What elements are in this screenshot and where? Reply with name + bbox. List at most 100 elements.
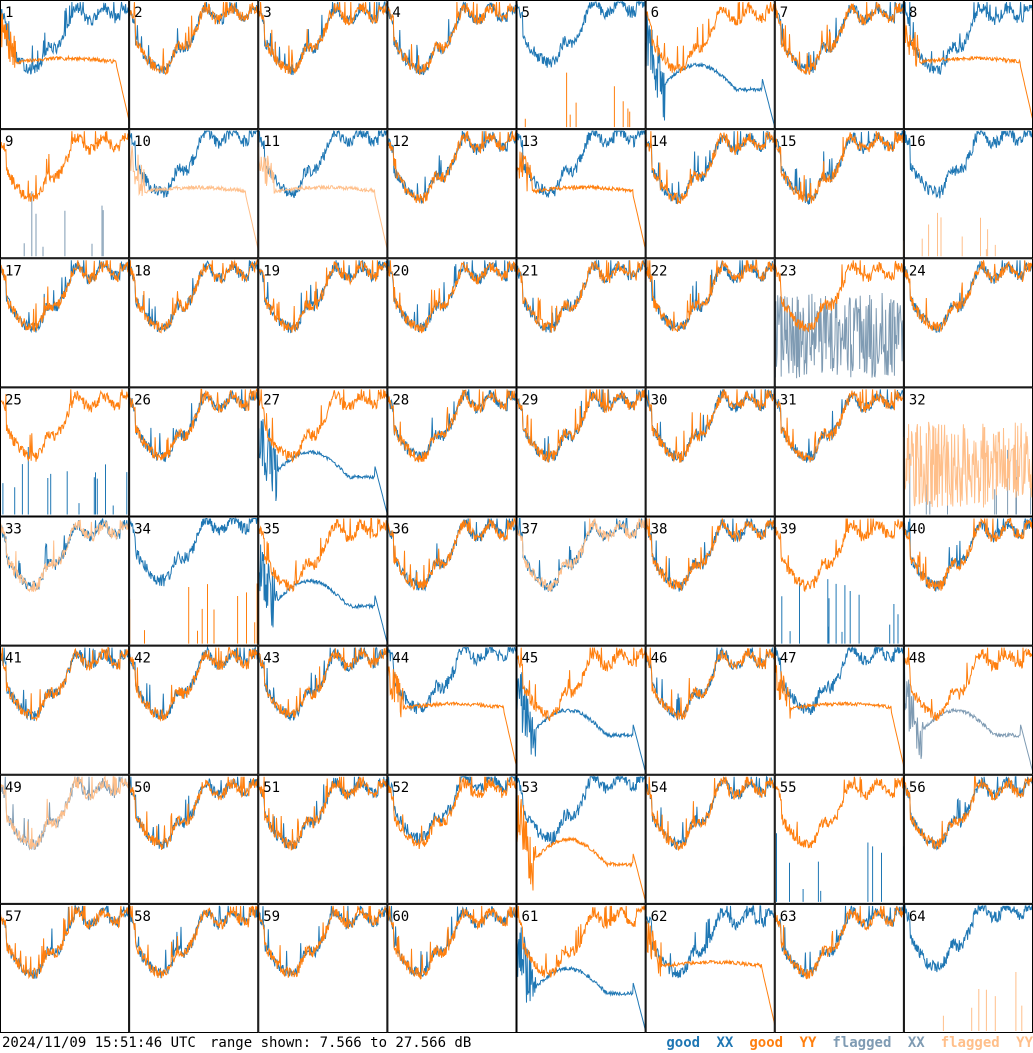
panel-41: 41 <box>0 645 130 775</box>
panel-2-yy-line <box>129 1 259 76</box>
panel-21-yy-line <box>516 260 646 333</box>
panel-8: 8 <box>903 0 1033 130</box>
panel-64-traces <box>903 904 1033 1031</box>
panel-36-label: 36 <box>392 522 409 538</box>
panel-15-label: 15 <box>780 134 797 150</box>
panel-10: 10 <box>129 129 259 259</box>
panel-57-yy-line <box>0 905 130 980</box>
panel-52-yy-line <box>387 776 517 850</box>
panel-15-traces <box>774 130 904 206</box>
panel-11-label: 11 <box>263 134 280 150</box>
panel-39-xx-line <box>781 579 899 644</box>
panel-5: 5 <box>516 0 646 130</box>
panel-11-yy-line <box>258 147 388 251</box>
panel-45-border <box>516 645 646 775</box>
panel-26: 26 <box>129 387 259 517</box>
panel-6-label: 6 <box>651 5 659 21</box>
panel-41-border <box>0 645 130 775</box>
panel-44-border <box>387 645 517 775</box>
panel-8-label: 8 <box>909 5 917 21</box>
panel-17-border <box>0 258 130 388</box>
panel-56: 56 <box>903 774 1033 904</box>
panel-5-xx-line <box>516 0 646 68</box>
panel-30-traces <box>645 389 775 463</box>
panel-36-traces <box>387 516 517 592</box>
panel-26-traces <box>129 388 259 463</box>
panel-52-traces <box>387 774 517 850</box>
panel-29-border <box>516 387 646 517</box>
panel-25-border <box>0 387 130 517</box>
panel-9: 9 <box>0 129 130 259</box>
panel-50-yy-line <box>129 776 259 850</box>
panel-44-xx-line <box>387 646 517 715</box>
panel-5-border <box>516 0 646 130</box>
panel-14-label: 14 <box>651 134 668 150</box>
panel-60-yy-line <box>387 905 517 980</box>
panel-35-label: 35 <box>263 522 280 538</box>
panel-28-label: 28 <box>392 392 409 408</box>
panel-63-yy-line <box>774 905 904 980</box>
panel-46-label: 46 <box>651 651 668 667</box>
panel-35-xx-line <box>258 544 388 644</box>
panel-40: 40 <box>903 516 1033 646</box>
panel-9-traces <box>0 131 130 257</box>
panel-10-yy-line <box>129 142 259 251</box>
panel-30-yy-line <box>645 389 775 463</box>
panel-25-yy-line <box>0 389 130 462</box>
panel-61-yy-line <box>516 904 646 978</box>
legend: good XX good YY flagged XX flagged YY <box>650 1033 1033 1053</box>
panel-46-traces <box>645 646 775 721</box>
panel-43-label: 43 <box>263 651 280 667</box>
panel-38-yy-line <box>645 518 775 591</box>
panel-11-border <box>258 129 388 259</box>
panel-18-traces <box>129 259 259 334</box>
panel-42-label: 42 <box>134 651 151 667</box>
panel-39-label: 39 <box>780 522 797 538</box>
panel-14-border <box>645 129 775 259</box>
panel-10-traces <box>129 129 259 251</box>
panel-54: 54 <box>645 774 775 904</box>
panel-6: 6 <box>645 0 775 130</box>
panel-51-label: 51 <box>263 780 280 796</box>
panel-25-traces <box>0 389 130 515</box>
panel-11-xx-line <box>258 129 388 199</box>
legend-flagged-xx-pol: XX <box>907 1035 925 1051</box>
panel-60-label: 60 <box>392 909 409 925</box>
panel-28-yy-line <box>387 389 517 463</box>
panel-38-border <box>645 516 775 646</box>
panel-26-yy-line <box>129 388 259 461</box>
panel-25-xx-line <box>2 447 128 515</box>
panel-1-yy-line <box>0 11 130 122</box>
panel-25: 25 <box>0 387 130 517</box>
panel-6-border <box>645 0 775 130</box>
panel-51-traces <box>258 776 388 851</box>
panel-58: 58 <box>129 903 259 1033</box>
panel-61-traces <box>516 904 646 1032</box>
panel-55-border <box>774 774 904 904</box>
panel-64: 64 <box>903 903 1033 1033</box>
panel-45: 45 <box>516 645 646 775</box>
panel-9-xx-line <box>23 191 104 257</box>
panel-12-yy-line <box>387 130 517 204</box>
panel-55-traces <box>774 776 904 902</box>
panel-53: 53 <box>516 774 646 904</box>
panel-27-xx-line <box>258 419 388 515</box>
panel-58-yy-line <box>129 905 259 979</box>
panel-12: 12 <box>387 129 517 259</box>
panel-32: 32 <box>903 387 1033 517</box>
panel-57: 57 <box>0 903 130 1033</box>
panel-23-yy-line <box>774 260 904 333</box>
panel-7: 7 <box>774 0 904 130</box>
panel-27: 27 <box>258 387 388 517</box>
panel-23-border <box>774 258 904 388</box>
panel-6-traces <box>645 1 775 128</box>
panel-20-label: 20 <box>392 263 409 279</box>
panel-15-border <box>774 129 904 259</box>
panel-1-border <box>0 0 130 130</box>
panel-22-traces <box>645 259 775 333</box>
panel-34-traces <box>129 517 259 644</box>
panel-27-yy-line <box>258 389 388 463</box>
panel-33-border <box>0 516 130 646</box>
panel-10-border <box>129 129 259 259</box>
panel-9-border <box>0 129 130 259</box>
